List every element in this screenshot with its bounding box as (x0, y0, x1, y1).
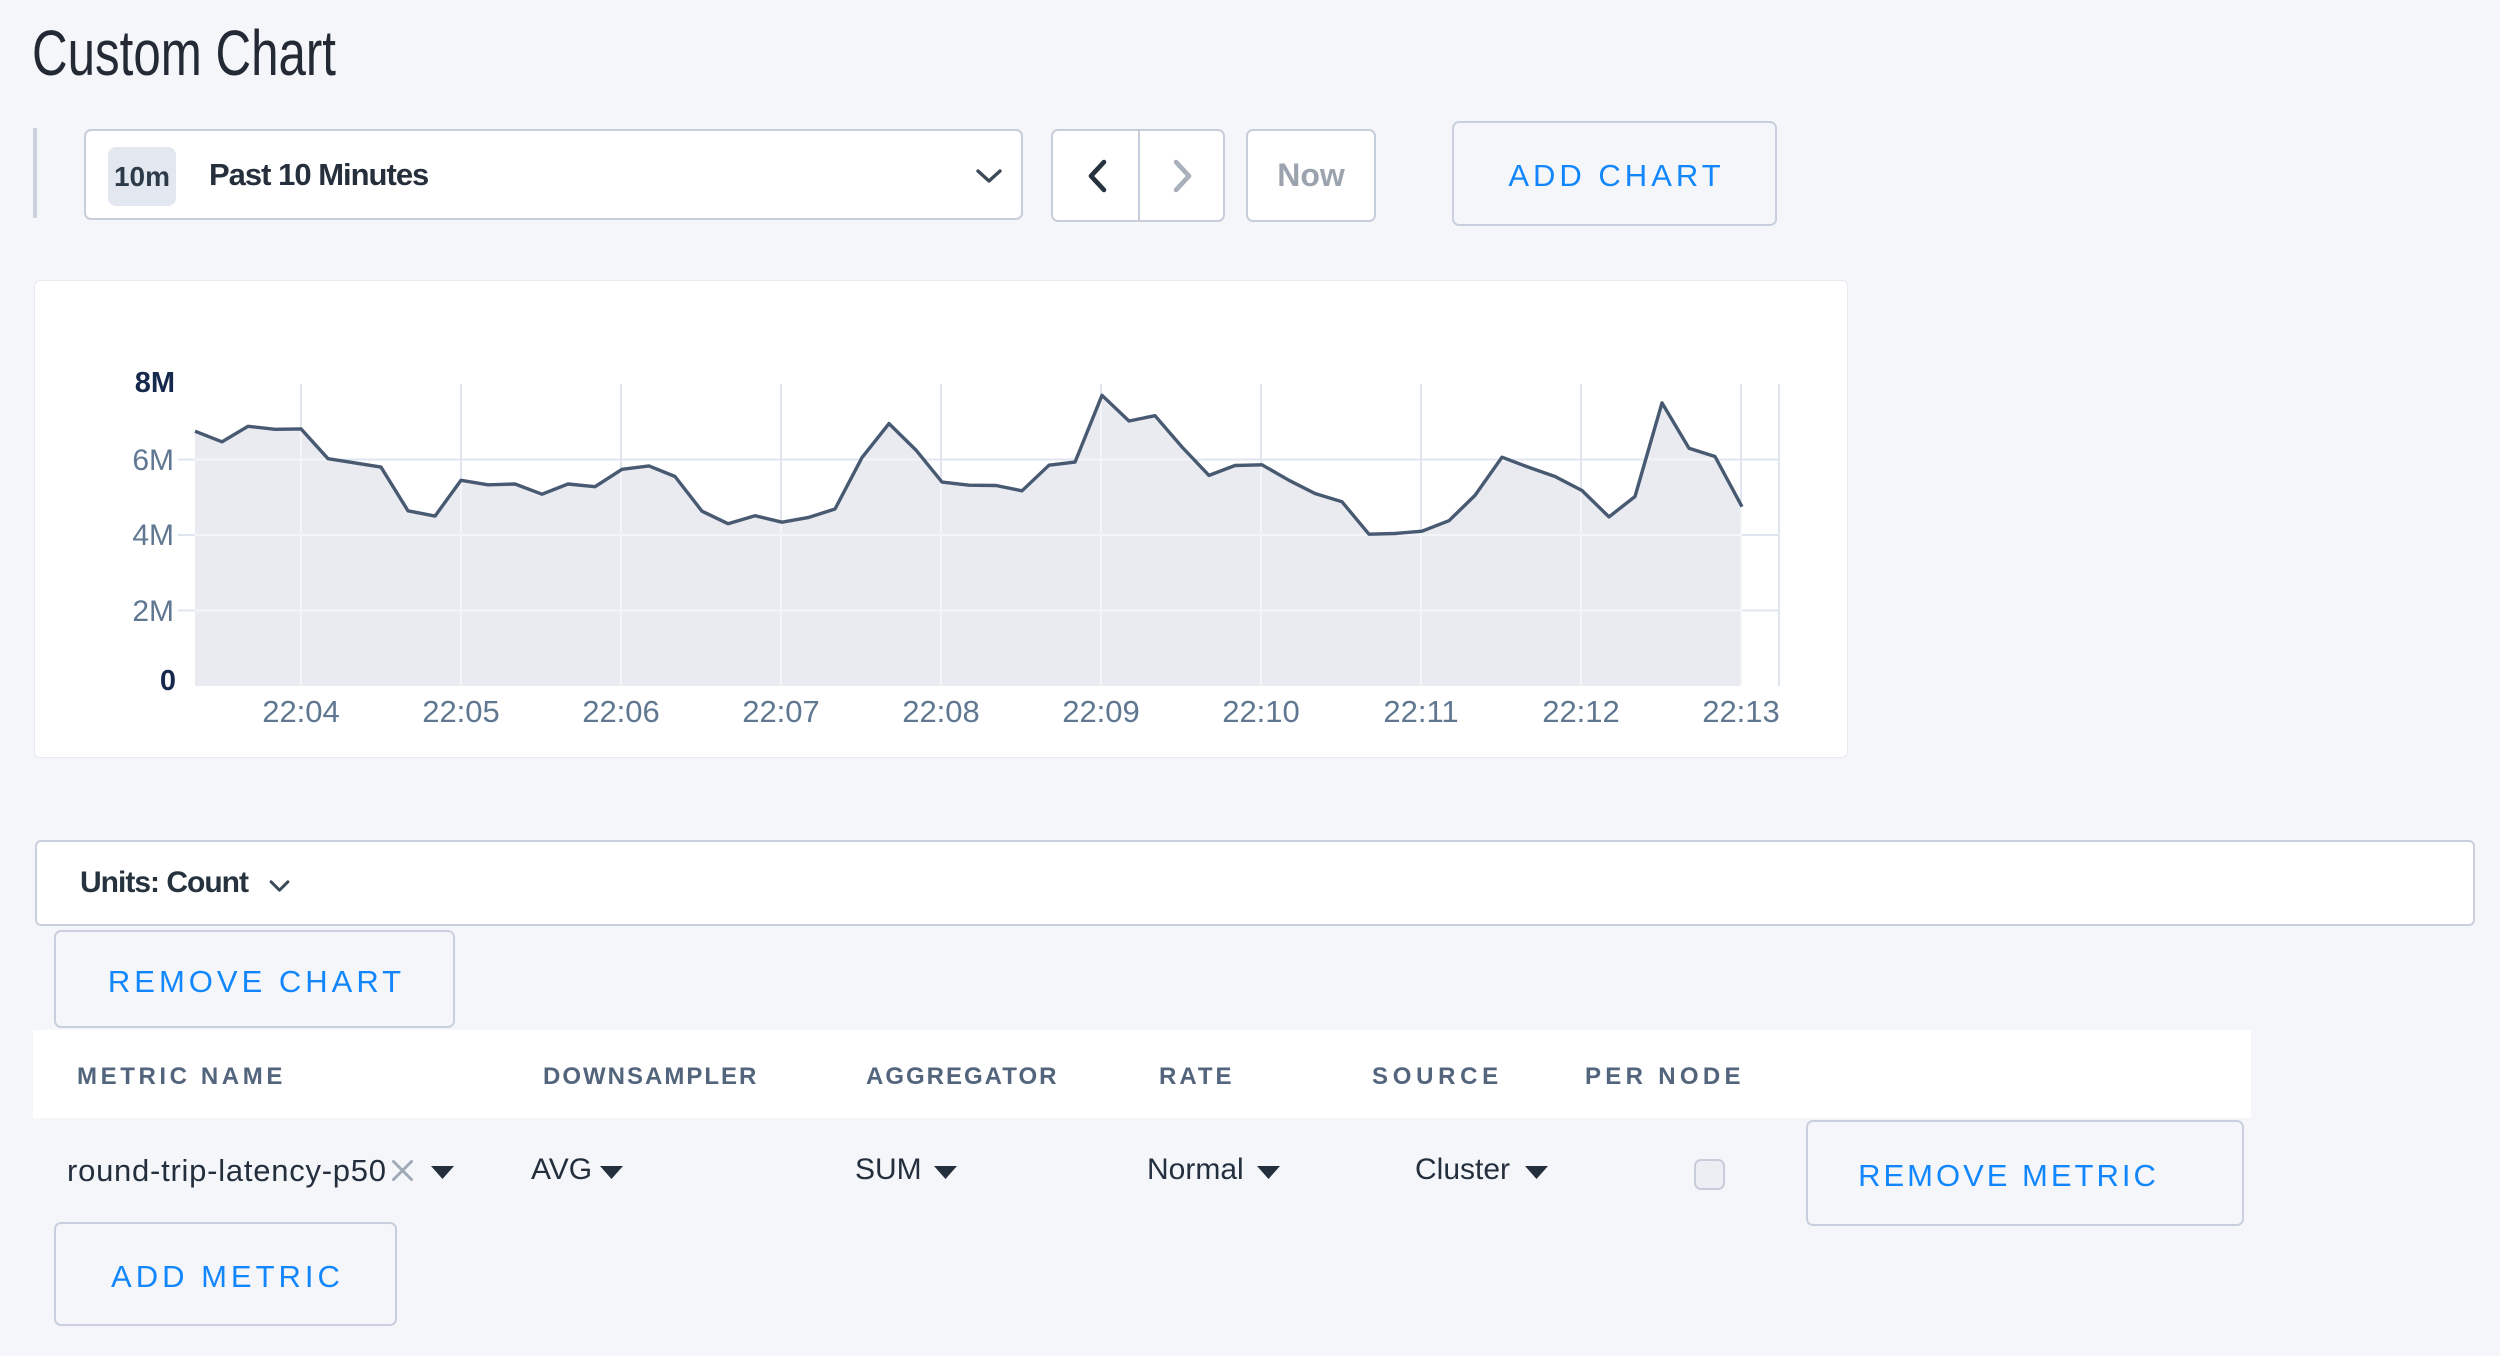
svg-text:22:07: 22:07 (742, 694, 820, 729)
svg-text:6M: 6M (132, 444, 174, 477)
svg-text:22:10: 22:10 (1222, 694, 1300, 729)
svg-text:22:08: 22:08 (902, 694, 980, 729)
svg-text:22:05: 22:05 (422, 694, 500, 729)
svg-text:22:12: 22:12 (1542, 694, 1620, 729)
svg-text:22:06: 22:06 (582, 694, 660, 729)
svg-text:22:11: 22:11 (1383, 694, 1458, 729)
svg-text:4M: 4M (132, 519, 174, 552)
svg-text:22:09: 22:09 (1062, 694, 1140, 729)
svg-text:8M: 8M (135, 367, 175, 399)
svg-text:22:13: 22:13 (1702, 694, 1780, 729)
svg-text:0: 0 (160, 665, 176, 697)
svg-text:2M: 2M (132, 595, 174, 628)
svg-text:22:04: 22:04 (262, 694, 340, 729)
